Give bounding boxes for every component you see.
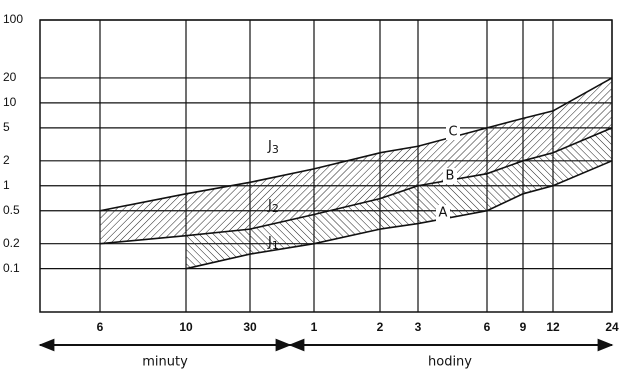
- region-label-main: J: [267, 198, 272, 213]
- curve: [185, 160, 613, 270]
- region-label-main: J: [267, 235, 272, 250]
- y-tick-label: 10: [3, 95, 17, 109]
- x-tick-label: 9: [520, 320, 527, 334]
- x-tick-label: 30: [243, 320, 257, 334]
- region-label-sub: 2: [272, 202, 279, 215]
- x-tick-label: 12: [546, 320, 560, 334]
- y-tick-label: 0.2: [3, 236, 20, 250]
- label-bg: [436, 205, 450, 221]
- x-tick-label: 1: [311, 320, 318, 334]
- range-label: hodiny: [428, 355, 472, 370]
- y-tick-label: 100: [3, 12, 23, 26]
- x-tick-label: 24: [605, 320, 619, 334]
- y-tick-label: 5: [3, 120, 10, 134]
- curve-label: C: [448, 125, 457, 140]
- x-tick-label: 6: [97, 320, 104, 334]
- range-label: minuty: [142, 355, 188, 370]
- hatched-band: [186, 127, 612, 269]
- curve-label: A: [439, 206, 448, 221]
- region-label: J1: [267, 235, 279, 253]
- curve: [99, 77, 613, 212]
- curve-label: B: [446, 169, 455, 184]
- curve: [99, 127, 613, 245]
- region-label-sub: 1: [272, 239, 279, 252]
- region-label-sub: 3: [272, 143, 279, 156]
- label-bg: [443, 168, 457, 184]
- y-tick-label: 0.5: [3, 203, 20, 217]
- x-tick-label: 10: [179, 320, 193, 334]
- y-tick-label: 1: [3, 178, 10, 192]
- y-tick-label: 2: [3, 153, 10, 167]
- region-label: J3: [267, 139, 279, 157]
- hatched-band: [100, 77, 612, 244]
- x-tick-label: 6: [484, 320, 491, 334]
- label-bg: [446, 124, 460, 140]
- y-tick-label: 20: [3, 70, 17, 84]
- region-label: J2: [267, 198, 279, 216]
- x-tick-label: 3: [415, 320, 422, 334]
- region-label-main: J: [267, 139, 272, 154]
- y-tick-label: 0.1: [3, 261, 20, 275]
- x-tick-label: 2: [377, 320, 384, 334]
